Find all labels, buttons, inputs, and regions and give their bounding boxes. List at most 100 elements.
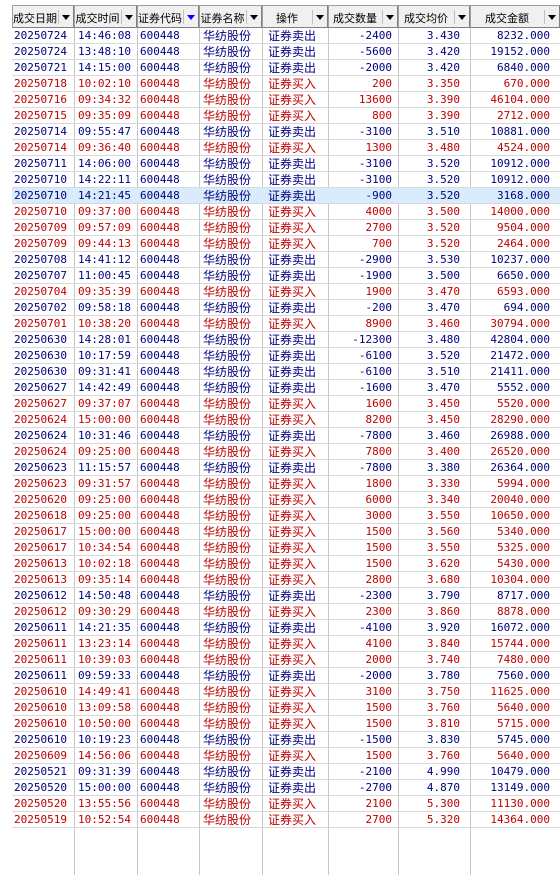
table-row[interactable]: 20250611 09:59:33 600448 华纺股份 证券卖出 -2000 3.780… — [12, 668, 560, 684]
column-header-security-name[interactable]: 证券名称 — [199, 5, 262, 28]
trade-date-cell: 20250617 — [14, 525, 67, 538]
table-row[interactable]: 20250724 14:46:08 600448 华纺股份 证券卖出 -2400 3.430… — [12, 28, 560, 44]
table-row[interactable]: 20250521 09:31:39 600448 华纺股份 证券卖出 -2100 4.990… — [12, 764, 560, 780]
table-row[interactable]: 20250714 09:55:47 600448 华纺股份 证券卖出 -3100 3.510… — [12, 124, 560, 140]
column-header-avg-price[interactable]: 成交均价 — [398, 5, 470, 28]
dropdown-arrow-icon[interactable] — [312, 10, 325, 24]
table-row[interactable]: 20250610 10:19:23 600448 华纺股份 证券卖出 -1500 3.830… — [12, 732, 560, 748]
table-row[interactable]: 20250709 09:44:13 600448 华纺股份 证券买入 700 3.520 24… — [12, 236, 560, 252]
dropdown-arrow-icon[interactable] — [183, 10, 196, 24]
avg-price-cell: 3.470 — [426, 285, 460, 298]
quantity-cell: 13600 — [358, 93, 392, 106]
operation-cell: 证券卖出 — [268, 621, 317, 635]
table-row[interactable]: 20250715 09:35:09 600448 华纺股份 证券买入 800 3.390 27… — [12, 108, 560, 124]
table-row[interactable]: 20250630 14:28:01 600448 华纺股份 证券卖出 -12300 3.48… — [12, 332, 560, 348]
table-row[interactable]: 20250611 10:39:03 600448 华纺股份 证券买入 2000 3.740 7… — [12, 652, 560, 668]
table-row[interactable]: 20250627 09:37:07 600448 华纺股份 证券买入 1600 3.450 5… — [12, 396, 560, 412]
column-header-trade-date[interactable]: 成交日期 — [12, 5, 74, 28]
trade-time-cell: 09:35:39 — [78, 285, 131, 298]
table-row[interactable]: 20250519 10:52:54 600448 华纺股份 证券买入 2700 5.320 1… — [12, 812, 560, 828]
column-divider — [470, 28, 471, 875]
table-row[interactable]: 20250710 09:37:00 600448 华纺股份 证券买入 4000 3.500 1… — [12, 204, 560, 220]
table-row[interactable]: 20250610 14:49:41 600448 华纺股份 证券买入 3100 3.750 1… — [12, 684, 560, 700]
avg-price-cell: 3.460 — [426, 429, 460, 442]
dropdown-arrow-icon[interactable] — [454, 10, 467, 24]
table-row[interactable]: 20250624 10:31:46 600448 华纺股份 证券卖出 -7800 3.460… — [12, 428, 560, 444]
security-name-cell: 华纺股份 — [203, 413, 252, 427]
table-row[interactable]: 20250718 10:02:10 600448 华纺股份 证券买入 200 3.350 67… — [12, 76, 560, 92]
column-header-label: 证券名称 — [200, 12, 245, 25]
table-row[interactable]: 20250611 14:21:35 600448 华纺股份 证券卖出 -4100 3.920… — [12, 620, 560, 636]
amount-cell: 10650.000 — [490, 509, 550, 522]
dropdown-arrow-icon[interactable] — [58, 10, 71, 24]
grid-header: 成交日期 成交时间 证券代码 证券名称 操作 成交数量 成交均价 成交金额 — [0, 0, 560, 28]
security-code-cell: 600448 — [140, 525, 180, 538]
table-row[interactable]: 20250710 14:22:11 600448 华纺股份 证券卖出 -3100 3.520… — [12, 172, 560, 188]
amount-cell: 19152.000 — [490, 45, 550, 58]
table-row[interactable]: 20250623 11:15:57 600448 华纺股份 证券卖出 -7800 3.380… — [12, 460, 560, 476]
table-row[interactable]: 20250623 09:31:57 600448 华纺股份 证券买入 1800 3.330 5… — [12, 476, 560, 492]
trade-time-cell: 15:00:00 — [78, 781, 131, 794]
table-row[interactable]: 20250617 10:34:54 600448 华纺股份 证券买入 1500 3.550 5… — [12, 540, 560, 556]
table-row[interactable]: 20250721 14:15:00 600448 华纺股份 证券卖出 -2000 3.420… — [12, 60, 560, 76]
table-row[interactable]: 20250520 13:55:56 600448 华纺股份 证券买入 2100 5.300 1… — [12, 796, 560, 812]
table-row[interactable]: 20250702 09:58:18 600448 华纺股份 证券卖出 -200 3.470 6… — [12, 300, 560, 316]
trade-time-cell: 14:50:48 — [78, 589, 131, 602]
column-header-quantity[interactable]: 成交数量 — [328, 5, 398, 28]
amount-cell: 5715.000 — [497, 717, 550, 730]
trade-date-cell: 20250624 — [14, 413, 67, 426]
amount-cell: 2464.000 — [497, 237, 550, 250]
table-row[interactable]: 20250707 11:00:45 600448 华纺股份 证券卖出 -1900 3.500… — [12, 268, 560, 284]
column-header-operation[interactable]: 操作 — [262, 5, 328, 28]
table-row[interactable]: 20250708 14:41:12 600448 华纺股份 证券卖出 -2900 3.530… — [12, 252, 560, 268]
security-name-cell: 华纺股份 — [203, 253, 252, 267]
table-row[interactable]: 20250704 09:35:39 600448 华纺股份 证券买入 1900 3.470 6… — [12, 284, 560, 300]
table-row[interactable]: 20250610 10:50:00 600448 华纺股份 证券买入 1500 3.810 5… — [12, 716, 560, 732]
table-row[interactable]: 20250627 14:42:49 600448 华纺股份 证券卖出 -1600 3.470… — [12, 380, 560, 396]
table-row[interactable]: 20250612 09:30:29 600448 华纺股份 证券买入 2300 3.860 8… — [12, 604, 560, 620]
table-row[interactable]: 20250612 14:50:48 600448 华纺股份 证券卖出 -2300 3.790… — [12, 588, 560, 604]
table-row[interactable]: 20250716 09:34:32 600448 华纺股份 证券买入 13600 3.390… — [12, 92, 560, 108]
column-header-security-code[interactable]: 证券代码 — [137, 5, 199, 28]
table-row[interactable]: 20250620 09:25:00 600448 华纺股份 证券买入 6000 3.340 2… — [12, 492, 560, 508]
operation-cell: 证券卖出 — [268, 173, 317, 187]
dropdown-arrow-icon[interactable] — [121, 10, 134, 24]
avg-price-cell: 5.320 — [426, 813, 460, 826]
table-row[interactable]: 20250613 09:35:14 600448 华纺股份 证券买入 2800 3.680 1… — [12, 572, 560, 588]
security-name-cell: 华纺股份 — [203, 285, 252, 299]
table-row[interactable]: 20250624 15:00:00 600448 华纺股份 证券买入 8200 3.450 2… — [12, 412, 560, 428]
column-header-trade-time[interactable]: 成交时间 — [74, 5, 137, 28]
avg-price-cell: 3.330 — [426, 477, 460, 490]
dropdown-arrow-icon[interactable] — [246, 10, 259, 24]
operation-cell: 证券买入 — [268, 477, 317, 491]
table-row[interactable]: 20250714 09:36:40 600448 华纺股份 证券买入 1300 3.480 4… — [12, 140, 560, 156]
table-row[interactable]: 20250611 13:23:14 600448 华纺股份 证券买入 4100 3.840 1… — [12, 636, 560, 652]
operation-cell: 证券买入 — [268, 205, 317, 219]
table-row[interactable]: 20250617 15:00:00 600448 华纺股份 证券买入 1500 3.560 5… — [12, 524, 560, 540]
table-row[interactable]: 20250624 09:25:00 600448 华纺股份 证券买入 7800 3.400 2… — [12, 444, 560, 460]
table-row[interactable]: 20250613 10:02:18 600448 华纺股份 证券买入 1500 3.620 5… — [12, 556, 560, 572]
table-row[interactable]: 20250709 09:57:09 600448 华纺股份 证券买入 2700 3.520 9… — [12, 220, 560, 236]
table-row[interactable]: 20250609 14:56:06 600448 华纺股份 证券买入 1500 3.760 5… — [12, 748, 560, 764]
trade-date-cell: 20250701 — [14, 317, 67, 330]
security-code-cell: 600448 — [140, 93, 180, 106]
dropdown-arrow-icon[interactable] — [544, 10, 557, 24]
amount-cell: 26364.000 — [490, 461, 550, 474]
security-name-cell: 华纺股份 — [203, 685, 252, 699]
avg-price-cell: 3.450 — [426, 397, 460, 410]
dropdown-arrow-icon[interactable] — [382, 10, 395, 24]
operation-cell: 证券卖出 — [268, 29, 317, 43]
security-name-cell: 华纺股份 — [203, 445, 252, 459]
table-row[interactable]: 20250610 13:09:58 600448 华纺股份 证券买入 1500 3.760 5… — [12, 700, 560, 716]
table-row[interactable]: 20250630 09:31:41 600448 华纺股份 证券卖出 -6100 3.510… — [12, 364, 560, 380]
table-row[interactable]: 20250724 13:48:10 600448 华纺股份 证券卖出 -5600 3.420… — [12, 44, 560, 60]
table-row[interactable]: 20250701 10:38:20 600448 华纺股份 证券买入 8900 3.460 3… — [12, 316, 560, 332]
table-row[interactable]: 20250618 09:25:00 600448 华纺股份 证券买入 3000 3.550 1… — [12, 508, 560, 524]
table-row[interactable]: 20250711 14:06:00 600448 华纺股份 证券卖出 -3100 3.520… — [12, 156, 560, 172]
table-row[interactable]: 20250630 10:17:59 600448 华纺股份 证券卖出 -6100 3.520… — [12, 348, 560, 364]
table-row[interactable]: 20250520 15:00:00 600448 华纺股份 证券卖出 -2700 4.870… — [12, 780, 560, 796]
table-row[interactable]: 20250710 14:21:45 600448 华纺股份 证券卖出 -900 3.520 3… — [12, 188, 560, 204]
amount-cell: 11625.000 — [490, 685, 550, 698]
column-header-amount[interactable]: 成交金额 — [470, 5, 560, 28]
security-code-cell: 600448 — [140, 317, 180, 330]
